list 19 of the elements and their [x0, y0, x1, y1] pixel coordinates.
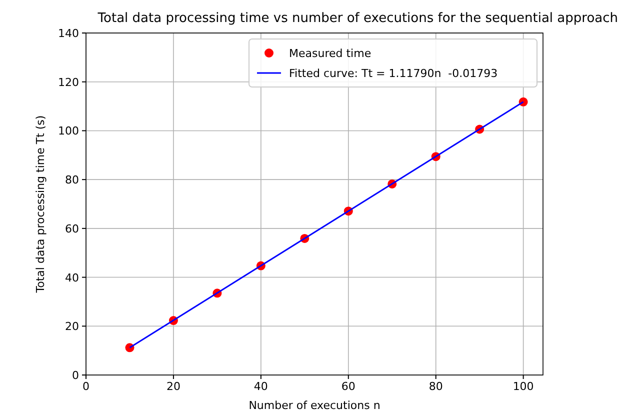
- y-tick-label: 120: [58, 76, 79, 89]
- x-tick-label: 40: [254, 380, 268, 393]
- y-axis-title: Total data processing time Tt (s): [34, 115, 47, 294]
- x-tick-label: 80: [428, 380, 443, 393]
- x-tick-label: 20: [166, 380, 180, 393]
- legend-label: Measured time: [289, 47, 372, 60]
- y-tick-label: 0: [72, 369, 79, 382]
- y-tick-label: 60: [65, 222, 79, 236]
- y-tick-label: 20: [65, 320, 79, 334]
- y-tick-label: 40: [65, 271, 79, 284]
- y-tick-label: 100: [58, 124, 79, 138]
- chart-title: Total data processing time vs number of executions for the sequential approach: [96, 11, 618, 26]
- x-tick-label: 100: [512, 380, 534, 393]
- legend-label: Fitted curve: Tt = 1.11790n -0.01793: [289, 67, 498, 80]
- x-tick-label: 60: [341, 380, 356, 393]
- y-tick-label: 140: [58, 27, 79, 40]
- y-tick-label: 80: [65, 174, 79, 187]
- x-tick-label: 0: [82, 380, 90, 393]
- x-axis-title: Number of executions n: [248, 399, 380, 412]
